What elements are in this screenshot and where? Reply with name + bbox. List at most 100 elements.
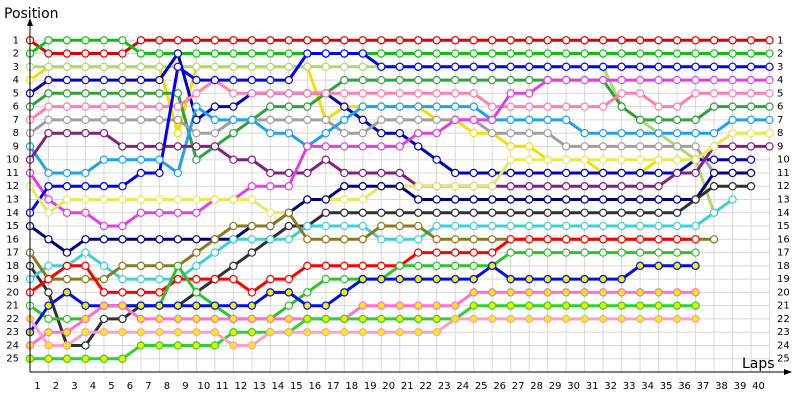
y-tick-label-right: 23: [777, 327, 790, 338]
position-marker: [118, 49, 127, 58]
position-marker: [598, 248, 608, 257]
x-tick-label: 40: [752, 381, 765, 392]
position-marker: [229, 115, 238, 125]
position-marker: [524, 89, 534, 98]
position-marker: [284, 36, 294, 45]
position-marker: [414, 89, 423, 98]
position-marker: [451, 36, 460, 45]
position-marker: [247, 62, 257, 72]
position-marker: [192, 155, 201, 164]
position-marker: [451, 314, 460, 324]
position-marker: [155, 155, 164, 164]
position-marker: [210, 195, 220, 204]
position-marker: [266, 182, 275, 191]
y-tick-label: 12: [6, 181, 19, 192]
position-marker: [524, 62, 534, 72]
position-marker: [284, 314, 294, 324]
y-tick-label-right: 22: [777, 314, 790, 325]
position-marker: [543, 155, 552, 164]
position-marker: [173, 274, 183, 284]
position-marker: [543, 274, 552, 284]
position-marker: [321, 115, 331, 125]
position-marker: [210, 115, 220, 125]
position-marker: [118, 115, 127, 125]
position-marker: [598, 221, 608, 231]
position-marker: [173, 208, 183, 217]
position-marker: [395, 62, 404, 72]
position-marker: [524, 75, 534, 85]
position-marker: [691, 49, 700, 58]
position-marker: [598, 36, 608, 45]
position-marker: [266, 208, 275, 217]
x-tick-label: 32: [604, 381, 617, 392]
position-marker: [62, 75, 72, 85]
position-marker: [173, 49, 183, 58]
position-marker: [506, 208, 515, 217]
position-marker: [210, 36, 220, 45]
position-marker: [358, 195, 367, 204]
position-marker: [395, 36, 404, 45]
position-marker: [709, 235, 719, 244]
position-marker: [765, 142, 774, 151]
position-marker: [432, 261, 441, 271]
position-marker: [192, 235, 201, 244]
x-tick-label: 15: [290, 381, 303, 392]
position-marker: [321, 62, 331, 72]
position-marker: [414, 327, 423, 337]
position-marker: [598, 49, 608, 58]
position-marker: [118, 301, 127, 310]
position-marker: [210, 142, 220, 151]
position-marker: [506, 235, 515, 244]
position-marker: [654, 208, 663, 217]
position-marker: [617, 62, 626, 72]
position-marker: [321, 128, 331, 138]
position-marker: [469, 208, 478, 217]
position-marker: [654, 182, 663, 191]
position-marker: [340, 327, 349, 337]
position-marker: [395, 221, 404, 231]
position-marker: [524, 248, 534, 257]
position-marker: [654, 62, 663, 72]
position-marker: [118, 288, 127, 297]
position-marker: [136, 62, 146, 72]
y-tick-label: 4: [13, 75, 19, 86]
position-marker: [62, 248, 72, 257]
position-marker: [266, 288, 275, 297]
position-marker: [340, 75, 349, 85]
y-tick-label-right: 17: [777, 248, 790, 259]
position-marker: [728, 115, 737, 125]
position-marker: [635, 261, 645, 271]
position-marker: [691, 248, 700, 257]
position-marker: [266, 128, 275, 138]
position-marker: [118, 261, 127, 271]
position-marker: [358, 208, 367, 217]
position-marker: [709, 128, 719, 138]
position-marker: [561, 142, 571, 151]
position-marker: [303, 235, 312, 244]
position-marker: [155, 62, 164, 72]
position-marker: [395, 89, 404, 98]
position-marker: [617, 301, 626, 310]
position-marker: [247, 75, 257, 85]
position-marker: [469, 36, 478, 45]
position-marker: [44, 36, 53, 45]
position-marker: [210, 301, 220, 310]
position-marker: [321, 142, 331, 151]
position-marker: [155, 49, 164, 58]
position-marker: [136, 168, 146, 178]
x-tick-label: 21: [401, 381, 414, 392]
position-marker: [506, 221, 515, 231]
position-marker: [487, 36, 497, 45]
position-marker: [598, 142, 608, 151]
position-marker: [709, 75, 719, 85]
position-marker: [395, 182, 404, 191]
position-marker: [506, 75, 515, 85]
position-marker: [395, 128, 404, 138]
position-marker: [81, 354, 90, 363]
position-marker: [691, 261, 700, 271]
position-marker: [598, 301, 608, 310]
position-marker: [598, 75, 608, 85]
position-marker: [414, 195, 423, 204]
position-marker: [340, 288, 349, 297]
position-marker: [210, 102, 220, 111]
